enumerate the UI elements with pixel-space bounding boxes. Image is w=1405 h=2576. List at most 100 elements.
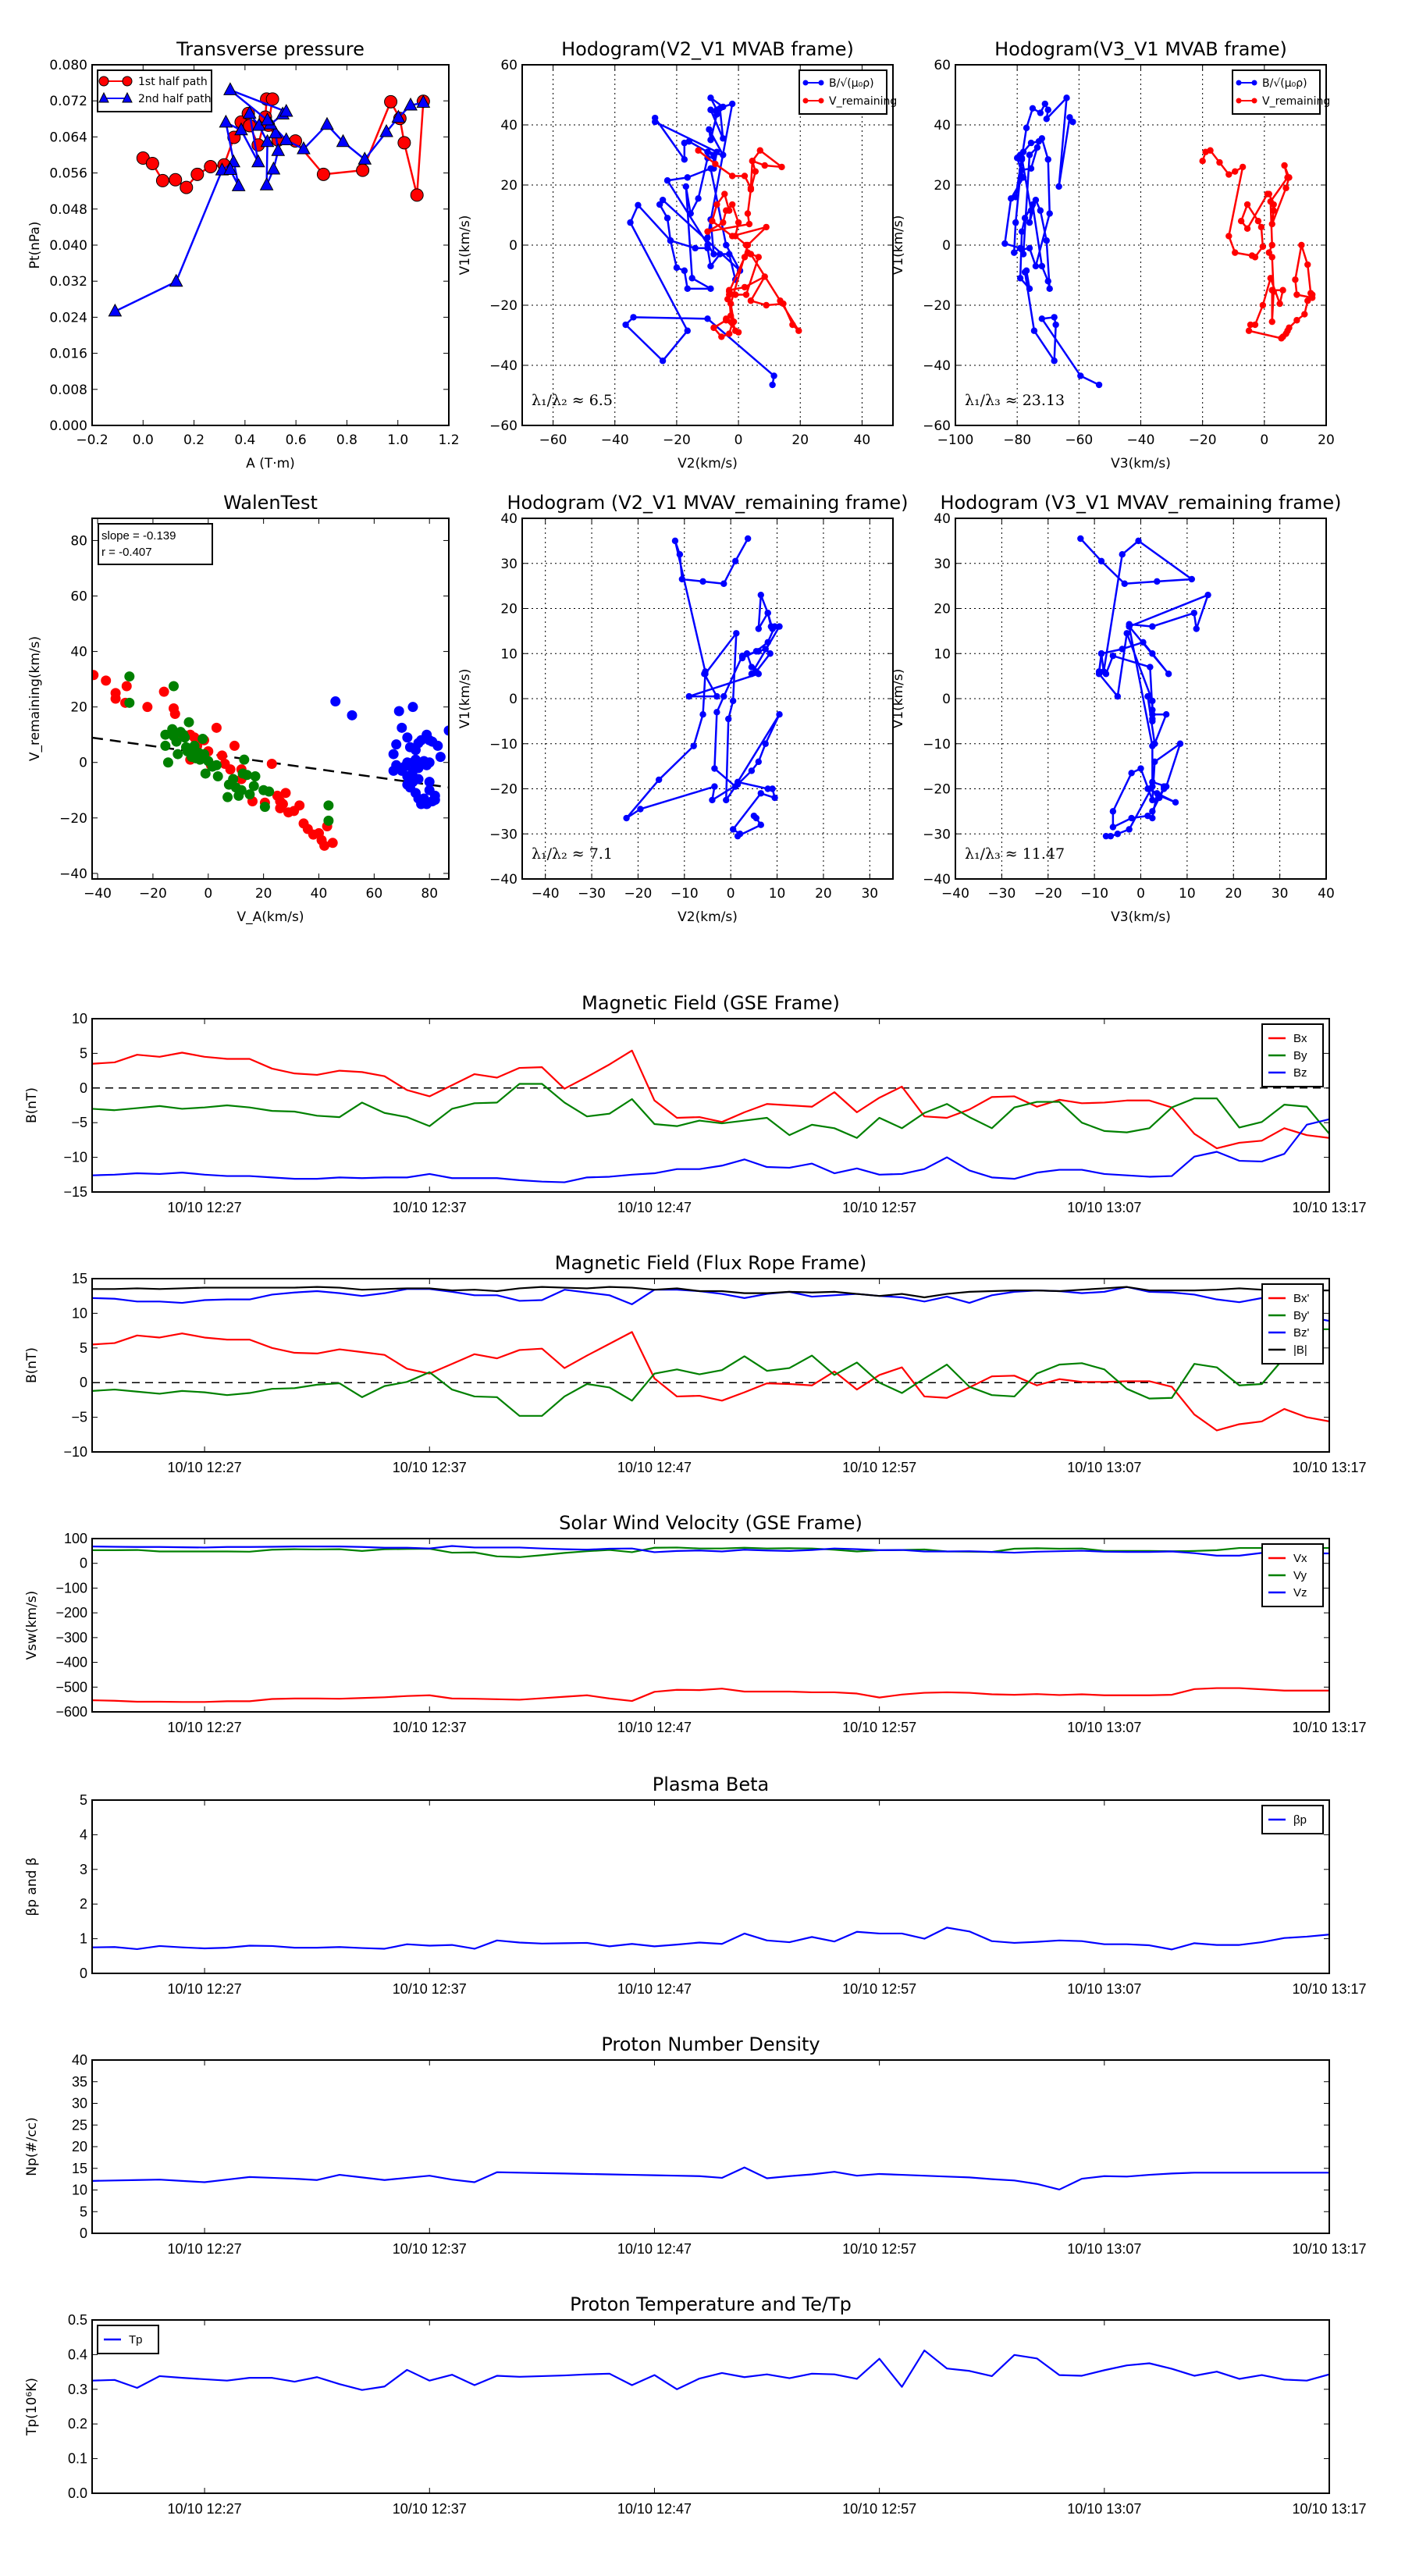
x-tick-label: 10/10 12:37 — [393, 2241, 467, 2257]
data-point — [720, 103, 727, 111]
data-point — [750, 812, 758, 820]
data-point — [266, 161, 281, 175]
data-point — [741, 254, 749, 261]
x-tick-label: 10/10 13:17 — [1292, 2501, 1366, 2517]
plot-area — [1001, 94, 1316, 389]
data-point — [1156, 792, 1163, 799]
data-point — [1149, 796, 1156, 804]
ratio-annotation: λ₁/λ₂ ≈ 6.5 — [532, 392, 613, 409]
data-point — [391, 739, 402, 750]
x-tick-label: 30 — [861, 886, 878, 902]
y-tick-label: −600 — [55, 1704, 87, 1720]
x-axis-label: V2(km/s) — [678, 909, 738, 925]
data-point — [1109, 808, 1117, 815]
data-point — [730, 318, 738, 326]
x-tick-label: 0 — [204, 886, 212, 902]
data-point — [1095, 381, 1103, 389]
data-point — [747, 186, 755, 193]
y-tick-label: 0.032 — [49, 274, 87, 290]
legend-marker — [98, 76, 109, 87]
x-tick-label: 0 — [735, 432, 743, 448]
x-axis-label: A (T·m) — [246, 456, 295, 471]
y-tick-label: −10 — [63, 1150, 87, 1165]
x-tick-label: 30 — [1272, 886, 1289, 902]
data-point — [704, 148, 711, 155]
x-tick-label: 10/10 13:17 — [1292, 1981, 1366, 1997]
x-tick-label: 20 — [1225, 886, 1242, 902]
x-tick-label: 10/10 13:07 — [1067, 2241, 1141, 2257]
data-point — [1225, 233, 1232, 240]
chart-h3: −40 −30 −20 −10 0 10 20 30 −40 −30 −20 −10 0 10 20 30 40… — [457, 492, 909, 925]
x-tick-label: 10/10 13:17 — [1292, 1460, 1366, 1475]
data-point — [763, 223, 770, 231]
chart-title: Hodogram(V2_V1 MVAB frame) — [561, 38, 854, 60]
data-point — [1267, 275, 1274, 282]
chart-np: Proton Number Density Np(#/cc) 10/10 12:27… — [24, 2033, 1367, 2257]
chart-vsw: Solar Wind Velocity (GSE Frame) Vsw(km/s)… — [24, 1512, 1367, 1735]
data-point — [1026, 244, 1033, 252]
y-tick-label: 5 — [80, 1340, 87, 1356]
x-tick-label: 10/10 13:17 — [1292, 1720, 1366, 1735]
legend-label: Vx — [1293, 1552, 1307, 1565]
x-tick-label: 60 — [366, 886, 383, 902]
y-tick-label: 35 — [72, 2074, 87, 2090]
data-point — [1032, 262, 1040, 270]
x-tick-label: −100 — [937, 432, 974, 448]
data-point — [726, 291, 733, 298]
data-point — [623, 814, 630, 822]
data-point — [713, 692, 720, 700]
x-tick-label: 10/10 12:47 — [617, 1981, 692, 1997]
data-point — [424, 777, 435, 788]
data-point — [1160, 785, 1168, 792]
x-tick-label: 10/10 12:57 — [842, 1981, 916, 1997]
data-point — [755, 254, 763, 261]
data-point — [180, 732, 190, 743]
axes-frame — [955, 518, 1327, 880]
data-point — [764, 785, 771, 792]
data-point — [110, 693, 121, 704]
data-point — [713, 201, 720, 208]
data-point — [757, 790, 764, 797]
data-point — [713, 709, 720, 716]
y-tick-label: 10 — [934, 646, 951, 662]
y-tick-label: 1 — [80, 1931, 87, 1947]
data-point — [217, 750, 228, 761]
data-point — [704, 234, 711, 241]
y-tick-label: 0.016 — [49, 347, 87, 362]
y-tick-label: 15 — [72, 2161, 87, 2176]
data-point — [723, 315, 730, 322]
data-point — [1027, 139, 1035, 147]
data-point — [404, 97, 418, 111]
data-point — [1204, 591, 1211, 599]
data-point — [728, 173, 736, 180]
data-point — [265, 92, 279, 106]
data-point — [1019, 148, 1027, 155]
data-point — [704, 228, 711, 235]
legend-label: B/√(μ₀ρ) — [829, 77, 874, 90]
data-point — [108, 303, 123, 317]
data-point — [763, 301, 770, 309]
y-tick-label: −40 — [489, 872, 518, 888]
data-point — [748, 664, 756, 671]
data-point — [1037, 109, 1044, 116]
data-point — [1149, 783, 1156, 790]
y-tick-label: 0.064 — [49, 130, 87, 145]
y-tick-label: −30 — [489, 827, 518, 842]
data-point — [277, 799, 288, 809]
chart-title: Solar Wind Velocity (GSE Frame) — [559, 1512, 863, 1534]
data-point — [663, 215, 671, 222]
data-point — [718, 333, 725, 340]
data-point — [248, 781, 259, 792]
data-point — [1102, 671, 1110, 678]
legend-label: Tp — [129, 2333, 143, 2347]
plot-area — [1077, 535, 1211, 840]
data-point — [259, 177, 274, 190]
legend-box — [1261, 1805, 1324, 1834]
x-tick-label: 10/10 13:07 — [1067, 1460, 1141, 1475]
data-point — [347, 710, 357, 720]
data-point — [789, 321, 796, 329]
x-tick-label: −20 — [1034, 886, 1062, 902]
data-point — [1126, 826, 1133, 833]
x-tick-label: 10/10 12:47 — [617, 1200, 692, 1215]
data-point — [729, 697, 737, 705]
